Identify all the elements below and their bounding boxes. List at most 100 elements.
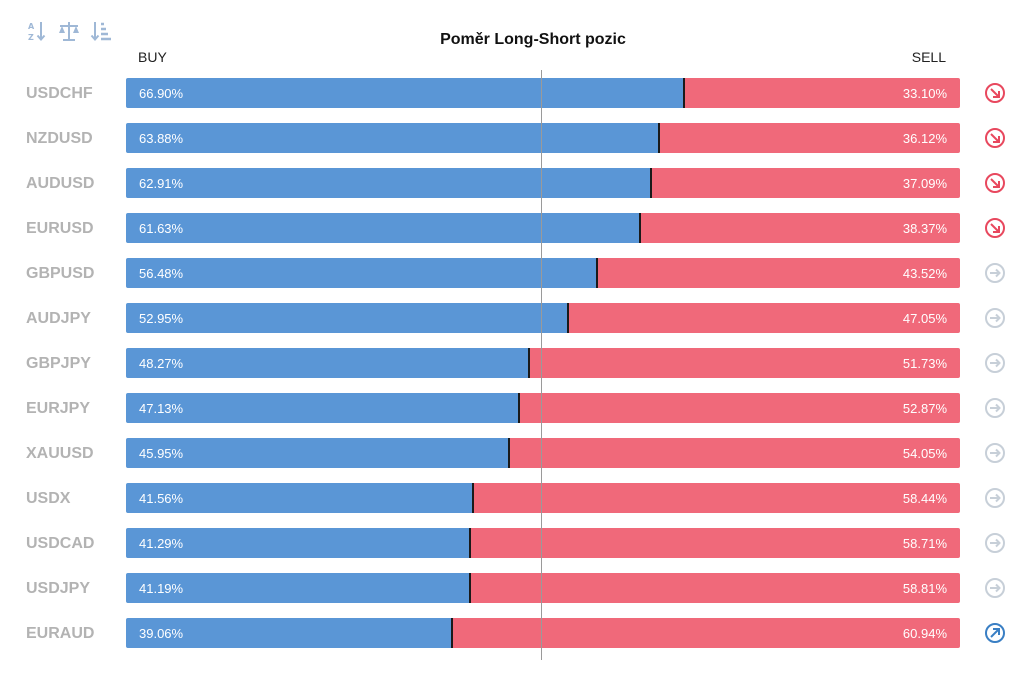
chart-row: USDJPY 41.19% 58.81% xyxy=(0,573,1033,603)
buy-percent-label: 45.95% xyxy=(139,446,184,461)
chart-title: Poměr Long-Short pozic xyxy=(440,31,626,48)
ratio-marker xyxy=(527,348,530,378)
ratio-bar: 41.56% 58.44% xyxy=(126,483,960,513)
trend-neutral-icon[interactable] xyxy=(984,307,1006,329)
chart-row: NZDUSD 63.88% 36.12% xyxy=(0,123,1033,153)
buy-bar xyxy=(126,123,659,153)
ratio-marker xyxy=(657,123,660,153)
sort-alpha-icon[interactable]: A Z xyxy=(24,18,50,44)
chart-row: XAUUSD 45.95% 54.05% xyxy=(0,438,1033,468)
sell-percent-label: 58.71% xyxy=(902,536,947,551)
buy-bar xyxy=(126,348,529,378)
sell-bar xyxy=(509,438,960,468)
sell-percent-label: 58.44% xyxy=(902,491,947,506)
ratio-bar: 41.29% 58.71% xyxy=(126,528,960,558)
buy-percent-label: 39.06% xyxy=(139,626,184,641)
buy-percent-label: 47.13% xyxy=(139,401,184,416)
chart-row: USDX 41.56% 58.44% xyxy=(0,483,1033,513)
buy-bar xyxy=(126,303,568,333)
symbol-label: EURUSD xyxy=(26,220,94,237)
ratio-marker xyxy=(649,168,652,198)
sell-percent-label: 51.73% xyxy=(902,356,947,371)
trend-up-icon[interactable] xyxy=(984,622,1006,644)
sell-percent-label: 36.12% xyxy=(902,131,947,146)
sell-bar xyxy=(519,393,960,423)
sell-bar xyxy=(658,123,960,153)
sell-percent-label: 38.37% xyxy=(902,221,947,236)
symbol-label: NZDUSD xyxy=(26,130,93,147)
ratio-marker xyxy=(682,78,685,108)
ratio-bar: 41.19% 58.81% xyxy=(126,573,960,603)
trend-down-icon[interactable] xyxy=(984,82,1006,104)
buy-percent-label: 41.29% xyxy=(139,536,184,551)
buy-percent-label: 62.91% xyxy=(139,176,184,191)
symbol-label: GBPJPY xyxy=(26,355,91,372)
buy-percent-label: 61.63% xyxy=(139,221,184,236)
chart-row: GBPUSD 56.48% 43.52% xyxy=(0,258,1033,288)
ratio-marker xyxy=(596,258,599,288)
sell-percent-label: 47.05% xyxy=(902,311,947,326)
trend-down-icon[interactable] xyxy=(984,217,1006,239)
ratio-marker xyxy=(468,573,471,603)
buy-percent-label: 56.48% xyxy=(139,266,184,281)
buy-bar xyxy=(126,258,598,288)
svg-text:Z: Z xyxy=(28,33,34,42)
sell-percent-label: 43.52% xyxy=(902,266,947,281)
trend-down-icon[interactable] xyxy=(984,127,1006,149)
chart-row: EURJPY 47.13% 52.87% xyxy=(0,393,1033,423)
sell-percent-label: 58.81% xyxy=(902,581,947,596)
chart-row: EURAUD 39.06% 60.94% xyxy=(0,618,1033,648)
trend-neutral-icon[interactable] xyxy=(984,487,1006,509)
chart-row: USDCAD 41.29% 58.71% xyxy=(0,528,1033,558)
buy-percent-label: 41.19% xyxy=(139,581,184,596)
ratio-bar: 62.91% 37.09% xyxy=(126,168,960,198)
sell-bar xyxy=(451,618,960,648)
chart-row: AUDUSD 62.91% 37.09% xyxy=(0,168,1033,198)
buy-column-label: BUY xyxy=(138,49,167,65)
chart-row: GBPJPY 48.27% 51.73% xyxy=(0,348,1033,378)
fifty-percent-line xyxy=(541,70,542,660)
sell-percent-label: 60.94% xyxy=(902,626,947,641)
sell-column-label: SELL xyxy=(911,49,946,65)
sell-bar xyxy=(650,168,960,198)
trend-neutral-icon[interactable] xyxy=(984,577,1006,599)
sell-bar xyxy=(567,303,960,333)
sort-amount-icon[interactable] xyxy=(88,18,114,44)
trend-neutral-icon[interactable] xyxy=(984,532,1006,554)
trend-neutral-icon[interactable] xyxy=(984,262,1006,284)
buy-bar xyxy=(126,528,471,558)
buy-percent-label: 41.56% xyxy=(139,491,184,506)
sell-bar xyxy=(683,78,960,108)
ratio-bar: 52.95% 47.05% xyxy=(126,303,960,333)
buy-percent-label: 52.95% xyxy=(139,311,184,326)
trend-neutral-icon[interactable] xyxy=(984,397,1006,419)
buy-bar xyxy=(126,213,640,243)
balance-scale-icon[interactable] xyxy=(56,18,82,44)
ratio-marker xyxy=(638,213,641,243)
sort-toolbar: A Z xyxy=(24,18,114,44)
buy-bar xyxy=(126,78,684,108)
buy-bar xyxy=(126,573,470,603)
symbol-label: USDX xyxy=(26,490,71,507)
ratio-bar: 56.48% 43.52% xyxy=(126,258,960,288)
buy-percent-label: 48.27% xyxy=(139,356,184,371)
sell-bar xyxy=(469,573,960,603)
trend-down-icon[interactable] xyxy=(984,172,1006,194)
symbol-label: XAUUSD xyxy=(26,445,94,462)
buy-bar xyxy=(126,438,510,468)
ratio-bar: 66.90% 33.10% xyxy=(126,78,960,108)
buy-bar xyxy=(126,483,473,513)
ratio-marker xyxy=(566,303,569,333)
trend-neutral-icon[interactable] xyxy=(984,352,1006,374)
buy-bar xyxy=(126,168,651,198)
ratio-marker xyxy=(471,483,474,513)
trend-neutral-icon[interactable] xyxy=(984,442,1006,464)
sell-bar xyxy=(472,483,960,513)
ratio-bar: 39.06% 60.94% xyxy=(126,618,960,648)
ratio-bar: 48.27% 51.73% xyxy=(126,348,960,378)
buy-percent-label: 66.90% xyxy=(139,86,184,101)
sell-percent-label: 33.10% xyxy=(902,86,947,101)
symbol-label: USDCHF xyxy=(26,85,93,102)
symbol-label: USDJPY xyxy=(26,580,91,597)
sell-percent-label: 52.87% xyxy=(902,401,947,416)
